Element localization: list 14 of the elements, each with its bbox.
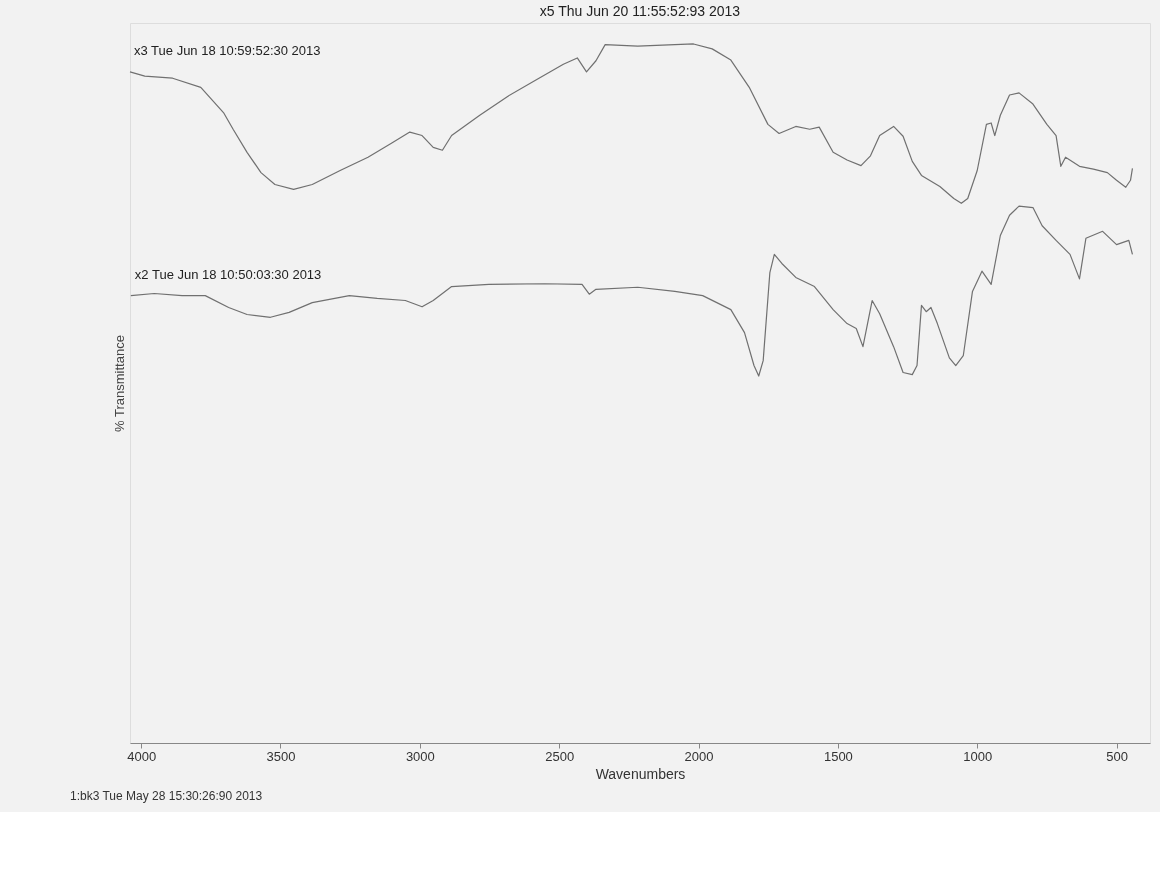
chart-title: x5 Thu Jun 20 11:55:52:93 2013: [539, 3, 741, 19]
x-tick-label: 2500: [545, 748, 575, 764]
series-label: x3 Tue Jun 18 10:59:52:30 2013: [134, 42, 321, 58]
text: 1:bk3 Tue May 28 15:30:26:90 2013: [70, 789, 263, 803]
x-tick-label: 1000: [963, 748, 993, 764]
x-tick-label: 3000: [405, 748, 435, 764]
x-tick-label: 4000: [127, 748, 157, 764]
x-tick-label: 500: [1106, 748, 1128, 764]
x-axis-title: Wavenumbers: [595, 765, 686, 782]
series-label: x2 Tue Jun 18 10:50:03:30 2013: [134, 266, 322, 282]
x-tick-label: 3500: [266, 748, 296, 764]
y-axis-title: % Transmittance: [111, 335, 127, 432]
x-tick-label: 2000: [684, 748, 714, 764]
x-tick-label: 1500: [823, 748, 853, 764]
